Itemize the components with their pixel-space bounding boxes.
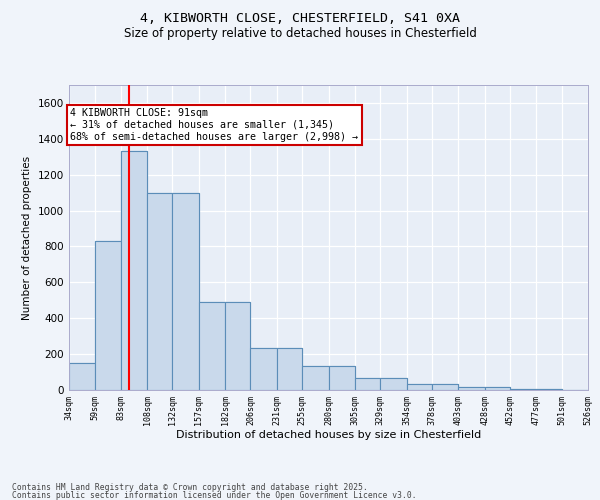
Bar	[225, 302, 250, 390]
Bar	[277, 348, 302, 390]
Bar	[69, 363, 95, 390]
Bar	[485, 388, 510, 390]
Y-axis label: Number of detached properties: Number of detached properties	[22, 156, 32, 320]
Bar	[225, 302, 250, 390]
Bar	[172, 192, 199, 390]
Bar	[329, 366, 355, 390]
Bar	[172, 192, 199, 390]
Bar	[355, 378, 380, 390]
Bar	[329, 366, 355, 390]
Bar	[536, 388, 562, 390]
Bar	[199, 302, 225, 390]
Bar	[69, 363, 95, 390]
Bar	[121, 152, 147, 390]
Bar	[458, 388, 485, 390]
Bar	[302, 366, 329, 390]
Bar	[147, 192, 172, 390]
Bar	[536, 388, 562, 390]
Bar	[147, 192, 172, 390]
Bar	[407, 384, 432, 390]
Text: 4 KIBWORTH CLOSE: 91sqm
← 31% of detached houses are smaller (1,345)
68% of semi: 4 KIBWORTH CLOSE: 91sqm ← 31% of detache…	[70, 108, 358, 142]
Text: Size of property relative to detached houses in Chesterfield: Size of property relative to detached ho…	[124, 28, 476, 40]
Bar	[95, 241, 121, 390]
Bar	[250, 348, 277, 390]
Text: Contains HM Land Registry data © Crown copyright and database right 2025.: Contains HM Land Registry data © Crown c…	[12, 484, 368, 492]
Bar	[510, 388, 536, 390]
Bar	[380, 378, 407, 390]
X-axis label: Distribution of detached houses by size in Chesterfield: Distribution of detached houses by size …	[176, 430, 481, 440]
Bar	[95, 241, 121, 390]
Bar	[277, 348, 302, 390]
Text: 4, KIBWORTH CLOSE, CHESTERFIELD, S41 0XA: 4, KIBWORTH CLOSE, CHESTERFIELD, S41 0XA	[140, 12, 460, 26]
Bar	[250, 348, 277, 390]
Bar	[302, 366, 329, 390]
Bar	[458, 388, 485, 390]
Bar	[355, 378, 380, 390]
Bar	[432, 384, 458, 390]
Bar	[199, 302, 225, 390]
Bar	[121, 152, 147, 390]
Bar	[380, 378, 407, 390]
Bar	[510, 388, 536, 390]
Text: Contains public sector information licensed under the Open Government Licence v3: Contains public sector information licen…	[12, 491, 416, 500]
Bar	[485, 388, 510, 390]
Bar	[432, 384, 458, 390]
Bar	[407, 384, 432, 390]
